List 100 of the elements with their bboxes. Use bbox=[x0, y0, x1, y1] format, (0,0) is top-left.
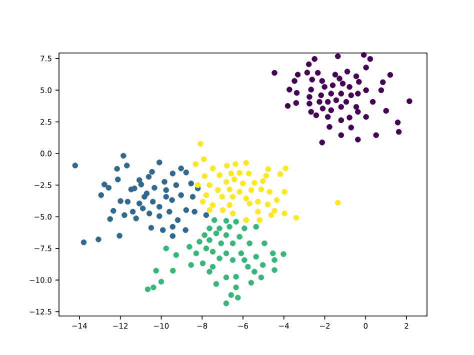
point bbox=[133, 216, 139, 222]
point bbox=[206, 268, 212, 275]
point bbox=[173, 182, 180, 188]
point bbox=[258, 274, 264, 280]
point bbox=[120, 152, 126, 159]
point bbox=[173, 252, 180, 258]
point bbox=[220, 207, 226, 213]
point bbox=[233, 274, 239, 280]
point bbox=[203, 212, 210, 218]
point bbox=[272, 267, 278, 273]
point bbox=[198, 140, 204, 147]
point bbox=[200, 198, 206, 205]
point bbox=[245, 264, 251, 270]
point bbox=[124, 162, 130, 168]
point bbox=[266, 188, 272, 195]
point bbox=[213, 281, 220, 287]
point bbox=[196, 238, 202, 245]
point bbox=[274, 197, 280, 203]
point bbox=[72, 162, 78, 168]
point bbox=[262, 240, 268, 246]
point bbox=[248, 187, 254, 193]
point bbox=[334, 200, 341, 206]
point bbox=[255, 198, 261, 205]
point bbox=[98, 192, 104, 198]
point bbox=[233, 218, 239, 225]
point bbox=[226, 202, 232, 208]
point bbox=[211, 217, 218, 223]
point bbox=[277, 171, 284, 178]
point bbox=[156, 213, 162, 220]
point bbox=[243, 217, 249, 223]
point bbox=[136, 200, 142, 206]
point bbox=[216, 172, 222, 178]
point bbox=[170, 233, 176, 239]
point bbox=[150, 198, 156, 205]
point bbox=[190, 194, 196, 200]
point bbox=[242, 226, 248, 232]
point bbox=[216, 256, 222, 262]
point bbox=[156, 160, 162, 166]
point bbox=[206, 207, 212, 213]
point bbox=[160, 227, 166, 233]
point bbox=[282, 188, 288, 195]
point bbox=[226, 224, 232, 230]
point bbox=[166, 208, 172, 215]
point bbox=[240, 180, 246, 186]
point bbox=[158, 278, 164, 285]
point bbox=[163, 246, 170, 252]
point bbox=[233, 284, 239, 290]
point bbox=[80, 239, 87, 246]
point bbox=[193, 250, 200, 256]
point bbox=[170, 224, 176, 230]
point bbox=[163, 194, 170, 200]
point bbox=[146, 210, 152, 216]
point bbox=[265, 166, 272, 172]
point bbox=[210, 248, 216, 255]
point bbox=[206, 182, 212, 188]
point bbox=[246, 170, 252, 176]
point bbox=[256, 217, 262, 223]
point bbox=[114, 176, 121, 182]
point bbox=[223, 274, 230, 280]
point bbox=[210, 202, 216, 208]
point bbox=[140, 206, 146, 212]
point bbox=[252, 180, 258, 186]
point bbox=[230, 257, 236, 263]
point bbox=[162, 178, 168, 185]
point bbox=[169, 197, 175, 203]
point bbox=[146, 174, 152, 180]
point bbox=[224, 162, 230, 169]
point bbox=[142, 194, 148, 200]
point bbox=[101, 182, 108, 188]
point bbox=[272, 257, 278, 263]
point bbox=[170, 268, 176, 274]
point bbox=[246, 240, 252, 246]
point bbox=[263, 172, 270, 179]
point bbox=[188, 262, 194, 268]
point bbox=[210, 264, 216, 270]
point bbox=[258, 186, 264, 192]
point bbox=[216, 226, 222, 232]
point bbox=[236, 234, 242, 240]
point bbox=[270, 250, 276, 256]
point bbox=[192, 161, 198, 168]
point bbox=[200, 156, 207, 162]
point bbox=[183, 207, 190, 213]
point bbox=[206, 226, 212, 232]
point bbox=[248, 280, 254, 286]
point bbox=[282, 210, 288, 216]
point bbox=[174, 217, 181, 223]
point bbox=[122, 212, 128, 218]
point bbox=[182, 227, 188, 233]
point bbox=[230, 210, 236, 216]
point bbox=[219, 194, 226, 200]
point bbox=[223, 178, 230, 185]
point bbox=[110, 208, 116, 214]
point bbox=[223, 232, 230, 238]
point bbox=[223, 250, 230, 256]
point bbox=[238, 250, 244, 256]
point bbox=[230, 194, 236, 200]
point bbox=[203, 246, 210, 252]
point bbox=[200, 260, 206, 266]
point bbox=[150, 284, 156, 290]
point bbox=[272, 208, 278, 214]
